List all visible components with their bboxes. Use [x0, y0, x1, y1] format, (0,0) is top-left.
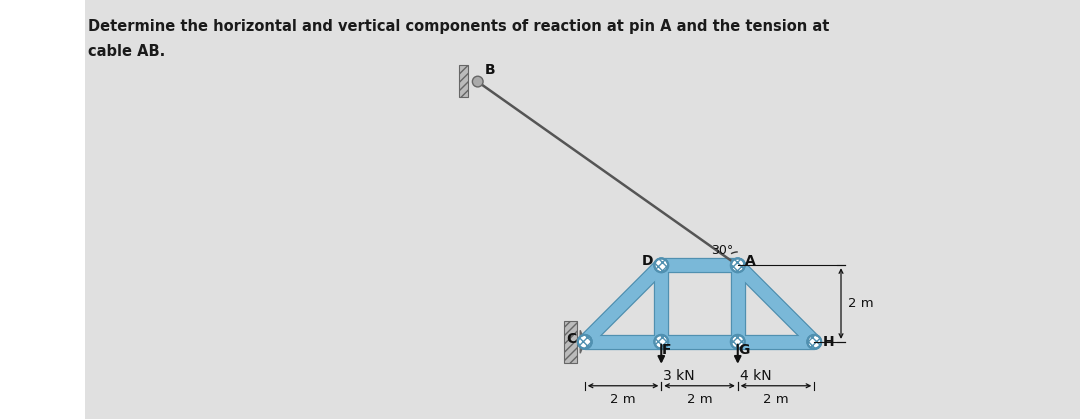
- Bar: [459, 65, 468, 97]
- Circle shape: [731, 259, 744, 272]
- Text: Determine the horizontal and vertical components of reaction at pin A and the te: Determine the horizontal and vertical co…: [87, 19, 829, 34]
- Text: 4 kN: 4 kN: [740, 369, 771, 383]
- Bar: [564, 321, 577, 363]
- Text: D: D: [642, 254, 653, 268]
- Text: A: A: [744, 254, 755, 268]
- Text: 2 m: 2 m: [687, 393, 713, 406]
- Polygon shape: [580, 330, 584, 353]
- Circle shape: [731, 335, 744, 349]
- Text: H: H: [823, 335, 834, 349]
- Circle shape: [808, 335, 821, 349]
- Text: 2 m: 2 m: [610, 393, 636, 406]
- Text: 2 m: 2 m: [848, 297, 874, 310]
- Circle shape: [654, 335, 669, 349]
- Circle shape: [472, 76, 483, 87]
- Text: B: B: [485, 63, 496, 77]
- Text: 30°: 30°: [711, 244, 733, 257]
- Text: C: C: [566, 333, 577, 347]
- Circle shape: [578, 335, 592, 349]
- Text: F: F: [661, 343, 671, 357]
- Text: 2 m: 2 m: [764, 393, 788, 406]
- Text: 3 kN: 3 kN: [663, 369, 694, 383]
- Circle shape: [654, 259, 669, 272]
- Text: G: G: [738, 343, 750, 357]
- Text: cable AB.: cable AB.: [87, 44, 165, 59]
